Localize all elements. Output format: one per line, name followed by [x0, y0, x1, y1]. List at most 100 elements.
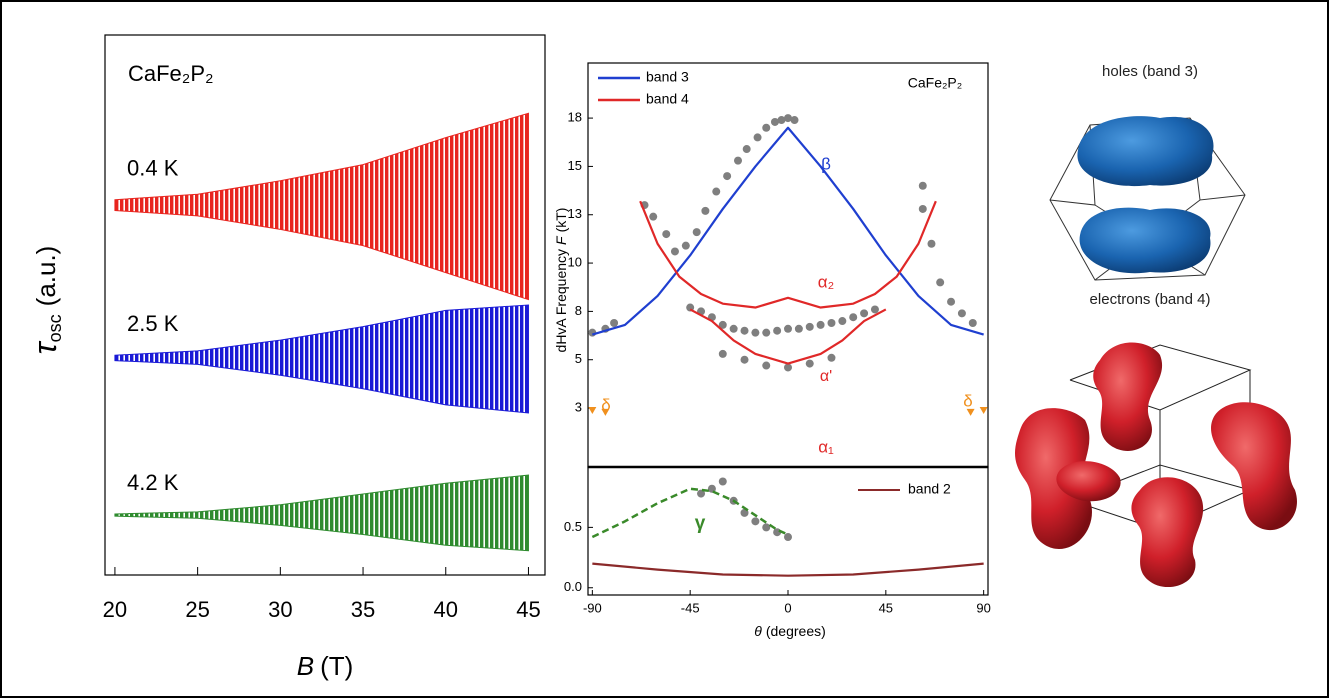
y-tick-label: 10 [568, 255, 582, 270]
data-point [849, 313, 858, 322]
data-point [784, 533, 792, 542]
y-axis-symbol: τ [27, 340, 63, 354]
data-point [770, 117, 779, 126]
y-axis-label: τosc (a.u.) [27, 246, 64, 355]
data-point [751, 517, 760, 526]
image-label: electrons (band 4) [1090, 291, 1211, 308]
legend-label: band 2 [908, 481, 951, 497]
y-axis-symbol: F [553, 235, 569, 245]
x-tick-label: 45 [516, 597, 540, 622]
legend-label: band 4 [646, 91, 689, 107]
x-tick-label: 30 [268, 597, 292, 622]
y-tick-label: 5 [575, 351, 582, 366]
data-point [588, 406, 597, 414]
data-point [777, 116, 786, 125]
data-point [784, 324, 792, 333]
data-point [784, 114, 792, 123]
x-tick-label: 20 [103, 597, 127, 622]
data-point [740, 326, 749, 335]
data-point [718, 320, 727, 329]
image-label: holes (band 3) [1102, 63, 1198, 80]
data-point [701, 206, 710, 215]
data-point [697, 489, 706, 498]
data-point [740, 355, 749, 364]
x-tick-label: -90 [583, 600, 602, 615]
y-axis-label: dHvA Frequency F (kT) [553, 208, 569, 353]
x-tick-label: 40 [434, 597, 458, 622]
data-point [927, 239, 936, 248]
y-tick-label: 13 [568, 206, 582, 221]
data-line [591, 487, 789, 539]
y-axis-unit: (kT) [553, 208, 569, 233]
x-tick-label: 90 [976, 600, 990, 615]
data-point [816, 320, 825, 329]
x-tick-label: 25 [185, 597, 209, 622]
curve-label: γ [695, 513, 706, 534]
data-point [957, 309, 966, 318]
curve-label: δ [963, 391, 972, 410]
data-point [742, 145, 751, 154]
data-point [751, 328, 760, 337]
data-point [692, 228, 701, 237]
data-line [689, 308, 887, 365]
x-axis-label: B (T) [297, 651, 354, 681]
data-point [734, 156, 742, 165]
series-label: 0.4 K [127, 156, 179, 181]
annotation: CaFe₂P₂ [908, 75, 962, 91]
x-tick-label: -45 [681, 600, 700, 615]
curve-label: α₁ [818, 437, 834, 456]
plot-frame [587, 62, 989, 468]
data-point [610, 318, 619, 327]
data-point [860, 309, 869, 318]
y-axis-unit: (a.u.) [31, 246, 61, 307]
data-line [592, 126, 984, 336]
curve-label: β [821, 154, 831, 173]
data-point [979, 406, 988, 414]
data-point [794, 324, 803, 333]
x-axis-symbol: θ [754, 623, 762, 639]
data-point [670, 247, 679, 256]
data-line [592, 562, 984, 577]
data-point [968, 318, 977, 327]
data-point [729, 324, 738, 333]
data-point [718, 349, 727, 358]
data-point [918, 204, 927, 213]
data-point [838, 317, 847, 326]
data-point [762, 123, 771, 132]
curve-label: α' [820, 368, 832, 385]
y-tick-label: 18 [568, 110, 582, 125]
data-point [805, 359, 814, 368]
x-axis-unit: (T) [320, 651, 353, 681]
data-point [805, 322, 814, 331]
y-tick-label: 0.5 [564, 519, 582, 534]
data-point [947, 297, 956, 306]
data-point [662, 230, 671, 239]
data-line [639, 200, 937, 309]
data-point [762, 361, 771, 370]
x-axis-symbol: B [297, 651, 314, 681]
annotation: CaFe₂P₂ [128, 61, 214, 86]
y-tick-label: 0.0 [564, 579, 582, 594]
x-axis-unit: (degrees) [766, 623, 826, 639]
data-point [784, 363, 792, 372]
data-point [681, 241, 690, 250]
data-point [762, 328, 771, 337]
data-point [918, 181, 927, 190]
y-tick-label: 3 [575, 399, 582, 414]
curve-label: δ [601, 395, 610, 414]
y-axis-text: dHvA Frequency [553, 249, 569, 353]
data-point [827, 318, 836, 327]
data-point [870, 305, 879, 314]
x-tick-label: 45 [879, 600, 893, 615]
data-point [723, 172, 732, 181]
data-point [601, 408, 610, 416]
plot-frame [104, 34, 546, 576]
curve-label: α₂ [818, 272, 834, 291]
hole-surface [1049, 116, 1246, 281]
electron-surface [1015, 342, 1297, 588]
data-point [790, 116, 799, 125]
data-point [649, 212, 658, 221]
